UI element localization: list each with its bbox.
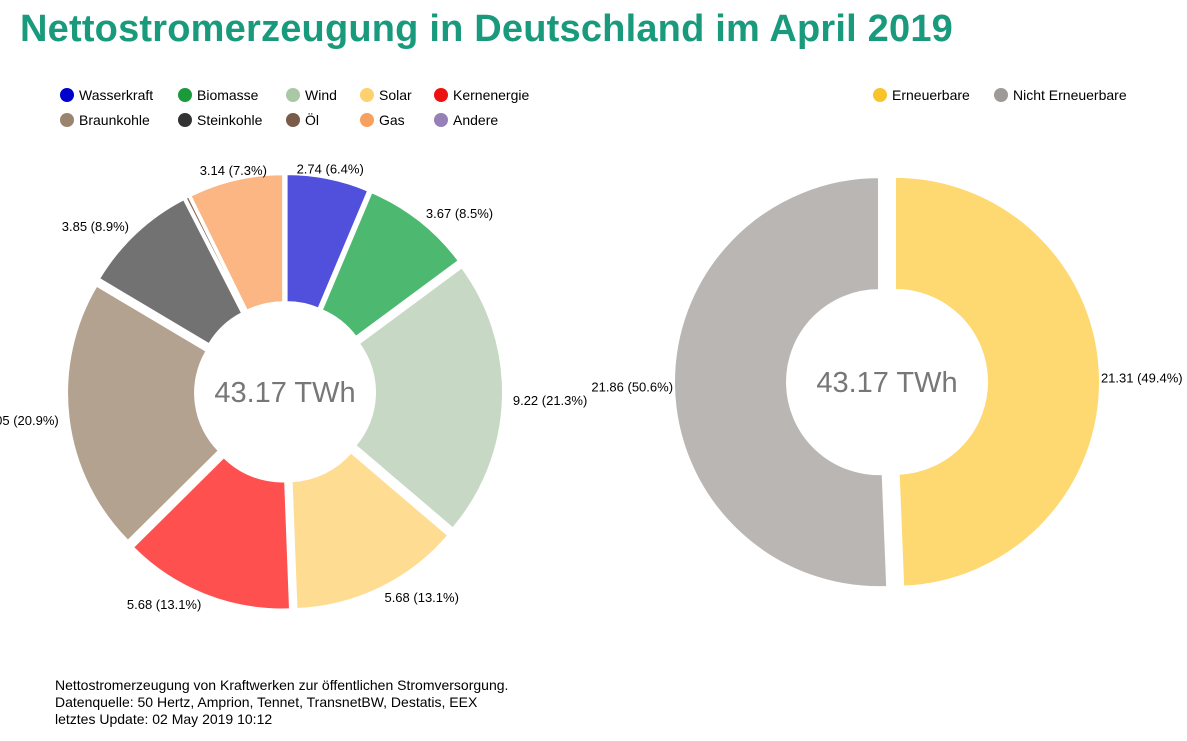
legend-item-oel[interactable]: Öl bbox=[286, 112, 319, 128]
slice-braunkohle[interactable] bbox=[66, 284, 220, 542]
legend-swatch bbox=[434, 113, 448, 127]
data-label-braunkohle: 9.05 (20.9%) bbox=[0, 413, 59, 428]
data-label-gas: 3.14 (7.3%) bbox=[200, 163, 267, 178]
legend-item-erneuerbare[interactable]: Erneuerbare bbox=[873, 87, 970, 103]
legend-swatch bbox=[873, 88, 887, 102]
slice-solar[interactable] bbox=[290, 451, 450, 611]
legend-swatch bbox=[60, 113, 74, 127]
legend-label: Biomasse bbox=[197, 87, 259, 103]
slice-erneuerbare[interactable] bbox=[893, 175, 1101, 588]
legend-item-andere[interactable]: Andere bbox=[434, 112, 498, 128]
center-total-label: 43.17 TWh bbox=[816, 367, 957, 399]
legend-item-nicht-erneuerbare[interactable]: Nicht Erneuerbare bbox=[994, 87, 1127, 103]
legend-swatch bbox=[286, 88, 300, 102]
slice-wind[interactable] bbox=[354, 266, 504, 530]
legend-swatch bbox=[178, 88, 192, 102]
legend-label: Gas bbox=[379, 112, 405, 128]
legend-item-gas[interactable]: Gas bbox=[360, 112, 405, 128]
slice-gas[interactable] bbox=[189, 173, 285, 312]
legend-label: Wind bbox=[305, 87, 337, 103]
legend-swatch bbox=[286, 113, 300, 127]
legend-label: Öl bbox=[305, 112, 319, 128]
center-total-label: 43.17 TWh bbox=[214, 377, 355, 409]
legend-item-wasserkraft[interactable]: Wasserkraft bbox=[60, 87, 153, 103]
legend-item-solar[interactable]: Solar bbox=[360, 87, 412, 103]
slice-kernenergie[interactable] bbox=[131, 456, 292, 611]
legend-label: Solar bbox=[379, 87, 412, 103]
slice-oel[interactable] bbox=[184, 195, 247, 313]
legend-swatch bbox=[434, 88, 448, 102]
data-label-wasserkraft: 2.74 (6.4%) bbox=[297, 162, 364, 177]
legend-swatch bbox=[60, 88, 74, 102]
donut-1: 21.31 (49.4%) 21.86 (50.6%) 43.17 TWh bbox=[591, 175, 1183, 589]
legend-label: Wasserkraft bbox=[79, 87, 154, 103]
legend-label: Andere bbox=[453, 112, 499, 128]
legend-swatch bbox=[360, 88, 374, 102]
footer-line-update: letztes Update: 02 May 2019 10:12 bbox=[55, 711, 273, 727]
slice-wasserkraft[interactable] bbox=[285, 173, 370, 310]
legend-item-steinkohle[interactable]: Steinkohle bbox=[178, 112, 262, 128]
data-label-nicht-erneuerbare: 21.86 (50.6%) bbox=[591, 379, 673, 394]
legend-swatch bbox=[360, 113, 374, 127]
footer-line-description: Nettostromerzeugung von Kraftwerken zur … bbox=[55, 677, 509, 693]
slice-nicht-erneuerbare[interactable] bbox=[673, 176, 889, 589]
data-label-steinkohle: 3.85 (8.9%) bbox=[62, 219, 129, 234]
legend-label: Nicht Erneuerbare bbox=[1013, 87, 1127, 103]
data-label-erneuerbare: 21.31 (49.4%) bbox=[1101, 371, 1183, 386]
legend-swatch bbox=[994, 88, 1008, 102]
slice-biomasse[interactable] bbox=[320, 191, 460, 338]
legend-item-kernenergie[interactable]: Kernenergie bbox=[434, 87, 529, 103]
data-label-kernenergie: 5.68 (13.1%) bbox=[127, 597, 201, 612]
footer-note: Nettostromerzeugung von Kraftwerken zur … bbox=[55, 677, 508, 728]
data-label-solar: 5.68 (13.1%) bbox=[384, 590, 458, 605]
slice-steinkohle[interactable] bbox=[98, 198, 244, 346]
legend-label: Kernenergie bbox=[453, 87, 530, 103]
legend-label: Braunkohle bbox=[79, 112, 150, 128]
legend-label: Steinkohle bbox=[197, 112, 263, 128]
data-label-biomasse: 3.67 (8.5%) bbox=[426, 206, 493, 221]
data-label-wind: 9.22 (21.3%) bbox=[513, 393, 587, 408]
legend-item-wind[interactable]: Wind bbox=[286, 87, 337, 103]
donut-0: 2.74 (6.4%) 3.67 (8.5%) 9.22 (21.3%) 5.68 (… bbox=[0, 162, 587, 613]
legend-item-biomasse[interactable]: Biomasse bbox=[178, 87, 258, 103]
footer-line-source: Datenquelle: 50 Hertz, Amprion, Tennet, … bbox=[55, 694, 478, 710]
legend-label: Erneuerbare bbox=[892, 87, 970, 103]
legend-item-braunkohle[interactable]: Braunkohle bbox=[60, 112, 150, 128]
legend-swatch bbox=[178, 113, 192, 127]
chart-title: Nettostromerzeugung in Deutschland im Ap… bbox=[20, 8, 954, 50]
